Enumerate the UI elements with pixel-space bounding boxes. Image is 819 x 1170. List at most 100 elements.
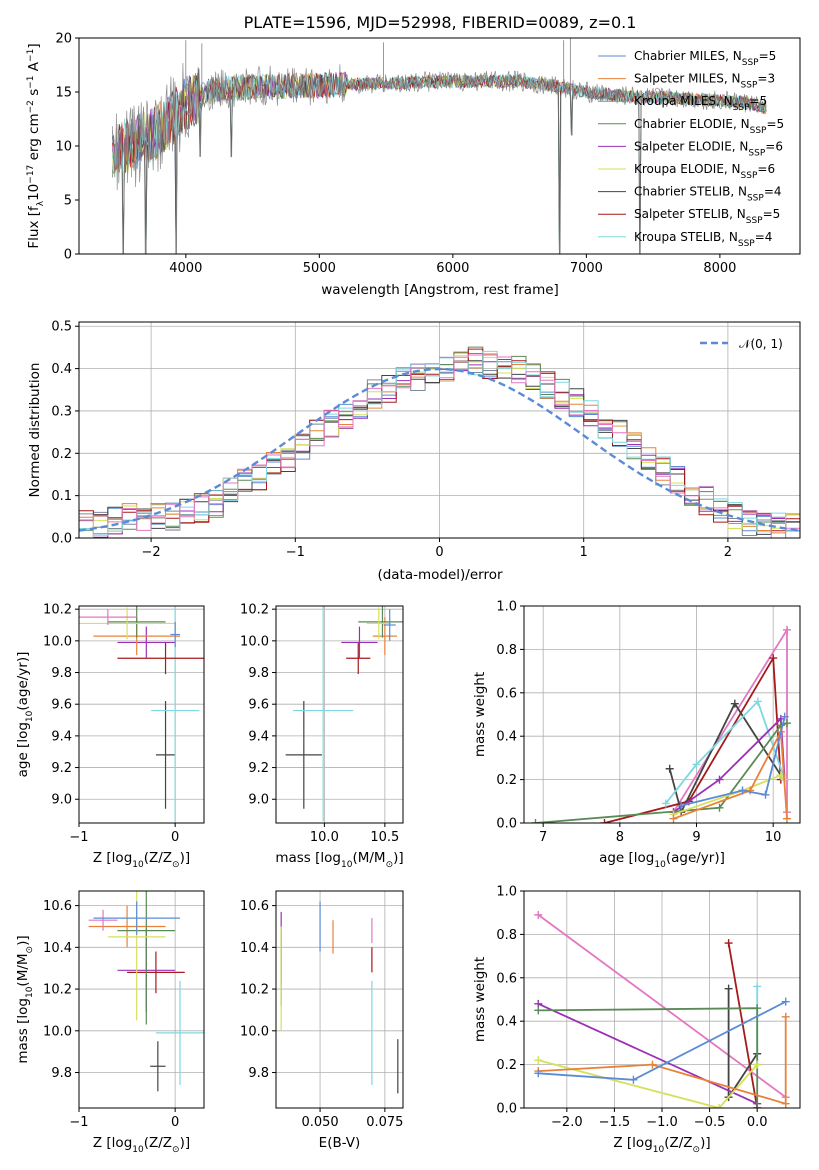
x-axis-label: Z [log10(Z/Z⊙)] [613,1135,710,1155]
figure-title: PLATE=1596, MJD=52998, FIBERID=0089, z=0… [244,13,637,32]
plot-area [534,910,790,1108]
y-tick-label: 9.6 [248,698,269,713]
mass-weight-marker [534,1069,543,1078]
y-tick-label: 0.3 [51,404,72,419]
plot-area [79,606,204,822]
legend-entry-part: =4 [764,185,782,199]
y-tick-label: 9.8 [248,1066,269,1081]
mass-weight-line [538,1059,758,1108]
y-axis-label-part: ] [26,43,42,48]
y-tick-label: 0.0 [496,1102,517,1117]
legend-entry-part: Salpeter STELIB, N [634,207,746,221]
axes-frame [78,890,205,1109]
mass-weight-line [673,728,788,820]
y-tick-label: 10.6 [43,899,72,914]
y-axis-label-part: 10 [26,184,42,201]
legend-entry-part: SSP [747,194,764,204]
x-tick-label: 1 [580,545,588,560]
massweight-vs-Z-panel: −2.0 −1.5 −1.0 −0.5 0.0 0.0 0.2 0.4 0.6 0.8 1.0 Z [… [472,885,801,1155]
mass-weight-marker [677,801,686,810]
x-axis-label-part: (Z/Z [144,850,172,866]
legend-entry-part: Salpeter MILES, N [634,72,741,86]
y-tick-label: 0.8 [496,643,517,658]
y-axis-label-part: 10 [25,710,35,722]
mass-weight-line [672,626,788,813]
y-axis-label-part: (age/yr)] [15,652,31,711]
x-axis-label-part: 10 [654,860,666,870]
mass-weight-marker [769,654,778,663]
x-axis-label-part: (Z/Z [144,1135,172,1151]
mass-weight-marker [715,803,724,812]
x-tick-label: 10 [765,830,782,845]
x-axis-label-part: 10 [341,860,353,870]
mass-weight-line [680,716,786,807]
x-axis-label-part: )] [700,1135,711,1151]
y-tick-label: 9.4 [51,729,72,744]
histogram-step [79,350,800,536]
x-tick-label: 9 [692,830,700,845]
legend-entry-part: =5 [763,207,781,221]
y-tick-label: 9.2 [248,761,269,776]
y-tick-label: 0.5 [51,320,72,335]
mass-weight-marker [781,997,790,1006]
x-axis-label-part: )] [393,850,404,866]
y-axis-label: age [log10(age/yr)] [15,652,35,778]
x-tick-label: −1.0 [646,1115,678,1130]
y-tick-label: 10.4 [240,941,269,956]
mass-weight-marker [629,1075,638,1084]
y-tick-label: 10.6 [240,899,269,914]
mass-weight-marker [782,625,791,634]
legend-entry-part: Kroupa STELIB, N [634,230,738,244]
y-axis-label-part: erg cm [26,113,42,164]
x-axis-label-part: )] [180,1135,191,1151]
mass-weight-marker [753,1104,762,1108]
mass-weight-marker [761,790,770,799]
legend-entry-part: SSP [741,81,758,91]
mass-weight-marker [738,786,747,795]
mass-weight-marker [753,982,762,991]
plot-area [531,625,791,823]
x-axis-label: E(B-V) [319,1135,361,1151]
mass-weight-line [538,1007,759,1108]
x-tick-label: −1.5 [599,1115,631,1130]
axes-frame [275,605,404,824]
legend-entry-part: =6 [765,139,783,153]
age-vs-mass-panel: 10.0 10.5 9.0 9.2 9.4 9.6 9.8 10.0 10.2 mass [log… [240,603,404,870]
legend-entry-part: SSP [748,148,765,158]
y-tick-label: 9.0 [51,793,72,808]
mass-weight-marker [781,1012,790,1021]
y-axis-label: mass weight [472,957,488,1042]
y-tick-label: 0.1 [51,489,72,504]
legend-entry-part: =3 [757,72,775,86]
x-tick-label: 0.075 [366,1115,403,1130]
plot-area [112,38,767,254]
y-tick-label: 10.4 [43,941,72,956]
plot-area [79,346,800,538]
y-tick-label: 10.2 [43,603,72,618]
spectrum-panel: 4000 5000 6000 7000 8000 0 5 10 15 20 wavelength [… [26,32,801,298]
y-axis-label-part: −2 [26,100,36,113]
x-tick-label: 4000 [169,261,202,276]
y-tick-label: 10.2 [240,983,269,998]
mass-weight-marker [534,1006,543,1015]
plot-area [280,901,399,1094]
x-axis-label: Z [log10(Z/Z⊙)] [93,1135,190,1155]
mass-weight-line [727,942,759,1108]
y-tick-label: 0.4 [496,1015,517,1030]
mass-weight-line [537,1002,758,1105]
x-tick-label: −1 [69,1115,88,1130]
y-tick-label: 9.8 [51,1066,72,1081]
axes-frame [275,890,404,1109]
x-axis-label-part: Z [log [93,850,132,866]
mass-weight-line [537,914,787,1098]
y-axis-label-part: (M/M [15,953,31,986]
y-tick-label: 0.4 [51,362,72,377]
legend-entry-part: =5 [766,117,784,131]
legend-entry: Salpeter STELIB, NSSP=5 [634,207,780,226]
mass-weight-marker [600,819,609,823]
mass-weight-marker [730,699,739,708]
x-tick-label: −2 [142,545,161,560]
x-axis-label-part: ⊙ [693,1145,701,1155]
mass-weight-marker [715,775,724,784]
mass-weight-marker [746,786,755,795]
